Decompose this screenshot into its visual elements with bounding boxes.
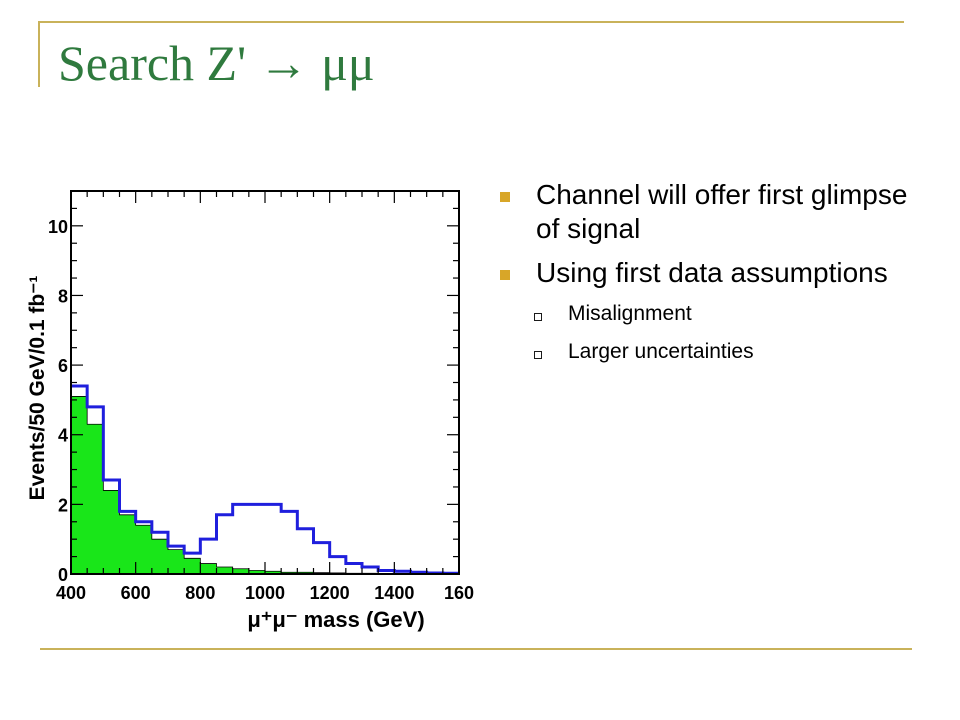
y-tick-label: 8 bbox=[58, 286, 68, 306]
bullet-list: Channel will offer first glimpse of sign… bbox=[496, 178, 936, 376]
y-axis-label: Events/50 GeV/0.1 fb⁻¹ bbox=[26, 276, 49, 501]
hollow-square-bullet-icon bbox=[534, 351, 542, 359]
slide-title: Search Z' → μμ bbox=[58, 35, 375, 91]
y-tick-label: 2 bbox=[58, 495, 68, 515]
x-tick-label: 160 bbox=[444, 583, 474, 603]
bullet-text: Using first data assumptions bbox=[536, 257, 888, 288]
x-tick-label: 1200 bbox=[310, 583, 350, 603]
bullet-item: Channel will offer first glimpse of sign… bbox=[496, 178, 936, 246]
y-tick-label: 6 bbox=[58, 356, 68, 376]
signal-background-fill-series bbox=[70, 396, 460, 575]
top-rule bbox=[38, 21, 904, 23]
x-tick-label: 1000 bbox=[245, 583, 285, 603]
bullet-item: Using first data assumptions bbox=[496, 256, 936, 290]
y-tick-label: 10 bbox=[48, 217, 68, 237]
y-tick-label: 4 bbox=[58, 426, 68, 446]
x-tick-label: 800 bbox=[185, 583, 215, 603]
hollow-square-bullet-icon bbox=[534, 313, 542, 321]
bullet-text: Channel will offer first glimpse of sign… bbox=[536, 179, 908, 244]
sub-bullet-item: Misalignment bbox=[496, 300, 936, 328]
x-tick-label: 600 bbox=[121, 583, 151, 603]
square-bullet-icon bbox=[500, 192, 510, 202]
sub-bullet-text: Misalignment bbox=[568, 302, 692, 325]
sub-bullet-text: Larger uncertainties bbox=[568, 340, 754, 363]
histogram-figure: 400 600 800 1000 1200 1400 160 0 2 4 6 8 10 Events/5… bbox=[8, 178, 478, 648]
x-tick-label: 1400 bbox=[374, 583, 414, 603]
y-tick-label: 0 bbox=[58, 565, 68, 585]
bottom-rule bbox=[40, 648, 912, 650]
square-bullet-icon bbox=[500, 270, 510, 280]
x-tick-label: 400 bbox=[56, 583, 86, 603]
x-axis-label: μ⁺μ⁻ mass (GeV) bbox=[247, 607, 424, 632]
left-rule bbox=[38, 21, 40, 87]
sub-bullet-item: Larger uncertainties bbox=[496, 338, 936, 366]
